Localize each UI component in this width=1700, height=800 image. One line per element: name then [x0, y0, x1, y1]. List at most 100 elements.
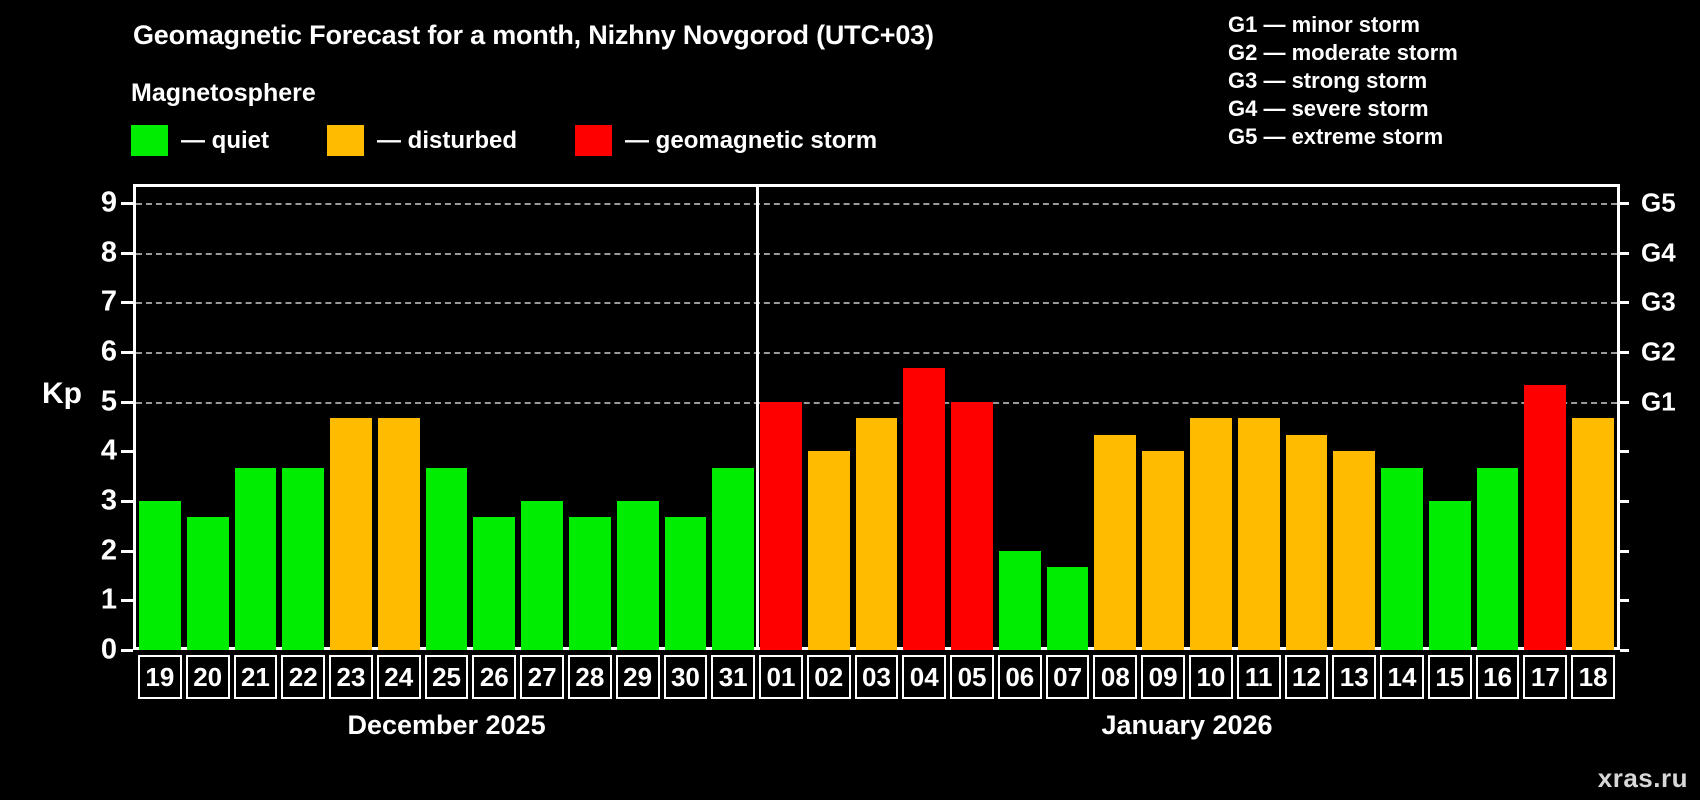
- y-tick-4: [121, 450, 133, 454]
- day-label-09: 09: [1141, 655, 1186, 699]
- g-scale-row-g1: G1 — minor storm: [1228, 12, 1420, 37]
- page-title: Geomagnetic Forecast for a month, Nizhny…: [133, 20, 934, 50]
- bar-day-10[interactable]: [1190, 418, 1232, 650]
- month-caption-december: December 2025: [347, 710, 546, 740]
- y-tick-0: [121, 649, 133, 652]
- y-tick-9: [121, 202, 133, 205]
- day-label-07: 07: [1045, 655, 1090, 699]
- right-tick-kp-5: [1620, 400, 1629, 404]
- color-legend: — quiet — disturbed — geomagnetic storm: [131, 125, 877, 156]
- bar-day-31[interactable]: [712, 467, 755, 650]
- bar-day-02[interactable]: [807, 451, 850, 650]
- bar-day-09[interactable]: [1142, 451, 1185, 650]
- right-tick-kp-4: [1620, 450, 1629, 454]
- month-caption-january: January 2026: [1101, 710, 1273, 740]
- g-scale-row-g3: G3 — strong storm: [1228, 68, 1428, 93]
- bar-day-01[interactable]: [760, 401, 802, 650]
- bar-day-13[interactable]: [1333, 451, 1376, 650]
- right-axis-label-g5: G5: [1641, 187, 1676, 218]
- day-label-25: 25: [424, 655, 469, 699]
- y-tick-7: [121, 301, 133, 305]
- right-axis-label-g4: G4: [1641, 237, 1676, 268]
- day-label-29: 29: [615, 655, 660, 699]
- bar-day-28[interactable]: [568, 517, 611, 650]
- right-tick-kp-9: [1620, 202, 1629, 205]
- day-label-26: 26: [472, 655, 517, 699]
- bar-day-18[interactable]: [1572, 418, 1614, 650]
- day-label-15: 15: [1427, 655, 1472, 699]
- legend-swatch-quiet-icon: [131, 125, 168, 156]
- y-tick-label-7: 7: [100, 285, 117, 318]
- bar-day-12[interactable]: [1285, 434, 1328, 650]
- bar-day-26[interactable]: [473, 517, 516, 650]
- y-tick-label-8: 8: [100, 236, 117, 269]
- bar-day-30[interactable]: [664, 517, 707, 650]
- bar-day-04[interactable]: [903, 368, 946, 650]
- bar-day-16[interactable]: [1476, 467, 1519, 650]
- day-label-21: 21: [233, 655, 278, 699]
- legend-item-quiet: — quiet: [131, 125, 269, 156]
- g-scale-row-g2: G2 — moderate storm: [1228, 40, 1458, 65]
- bar-day-20[interactable]: [186, 517, 229, 650]
- y-tick-label-4: 4: [100, 434, 117, 467]
- legend-item-storm: — geomagnetic storm: [575, 125, 877, 156]
- day-label-05: 05: [950, 655, 994, 699]
- bar-day-17[interactable]: [1524, 385, 1567, 650]
- bar-day-27[interactable]: [521, 501, 563, 650]
- g-scale-row-g4: G4 — severe storm: [1228, 96, 1429, 121]
- day-label-18: 18: [1571, 655, 1615, 699]
- legend-swatch-storm-icon: [575, 125, 613, 156]
- y-tick-3: [121, 500, 133, 503]
- day-label-01: 01: [759, 655, 803, 699]
- day-label-16: 16: [1475, 655, 1520, 699]
- right-axis-label-g3: G3: [1641, 286, 1676, 317]
- right-tick-kp-0: [1620, 649, 1629, 652]
- right-tick-kp-2: [1620, 549, 1629, 553]
- right-tick-kp-8: [1620, 251, 1629, 255]
- day-label-27: 27: [520, 655, 564, 699]
- right-tick-kp-7: [1620, 301, 1629, 305]
- day-label-28: 28: [567, 655, 612, 699]
- bar-day-25[interactable]: [425, 467, 468, 650]
- day-label-06: 06: [997, 655, 1042, 699]
- bar-day-05[interactable]: [951, 401, 993, 650]
- bar-day-23[interactable]: [330, 418, 372, 650]
- legend-swatch-disturbed-icon: [327, 125, 364, 156]
- bar-day-03[interactable]: [855, 418, 898, 650]
- g-scale-row-g5: G5 — extreme storm: [1228, 124, 1444, 149]
- y-tick-label-0: 0: [100, 633, 117, 666]
- bar-day-08[interactable]: [1094, 434, 1137, 650]
- y-tick-5: [121, 400, 133, 404]
- right-tick-kp-1: [1620, 599, 1629, 603]
- day-label-31: 31: [711, 655, 756, 699]
- day-label-03: 03: [854, 655, 899, 699]
- day-label-10: 10: [1189, 655, 1233, 699]
- bar-day-22[interactable]: [282, 467, 325, 650]
- y-tick-label-3: 3: [100, 484, 117, 517]
- bar-day-15[interactable]: [1428, 501, 1471, 650]
- bar-day-11[interactable]: [1237, 418, 1280, 650]
- bar-day-14[interactable]: [1381, 467, 1423, 650]
- y-tick-label-6: 6: [100, 335, 117, 368]
- day-label-08: 08: [1093, 655, 1138, 699]
- day-label-11: 11: [1236, 655, 1281, 699]
- y-tick-label-5: 5: [100, 385, 117, 418]
- watermark: xras.ru: [1597, 763, 1688, 793]
- day-label-23: 23: [329, 655, 373, 699]
- bar-day-06[interactable]: [998, 550, 1041, 650]
- y-tick-label-1: 1: [100, 583, 117, 616]
- bar-day-21[interactable]: [234, 467, 277, 650]
- magnetosphere-label: Magnetosphere: [131, 79, 316, 107]
- y-tick-2: [121, 549, 133, 553]
- legend-label-disturbed: — disturbed: [377, 126, 518, 154]
- bar-day-19[interactable]: [139, 501, 181, 650]
- day-label-30: 30: [663, 655, 708, 699]
- y-tick-label-2: 2: [100, 534, 117, 567]
- bar-day-07[interactable]: [1046, 567, 1089, 650]
- bar-day-29[interactable]: [616, 501, 659, 650]
- day-label-13: 13: [1332, 655, 1377, 699]
- right-tick-kp-3: [1620, 500, 1629, 503]
- bar-day-24[interactable]: [377, 418, 420, 650]
